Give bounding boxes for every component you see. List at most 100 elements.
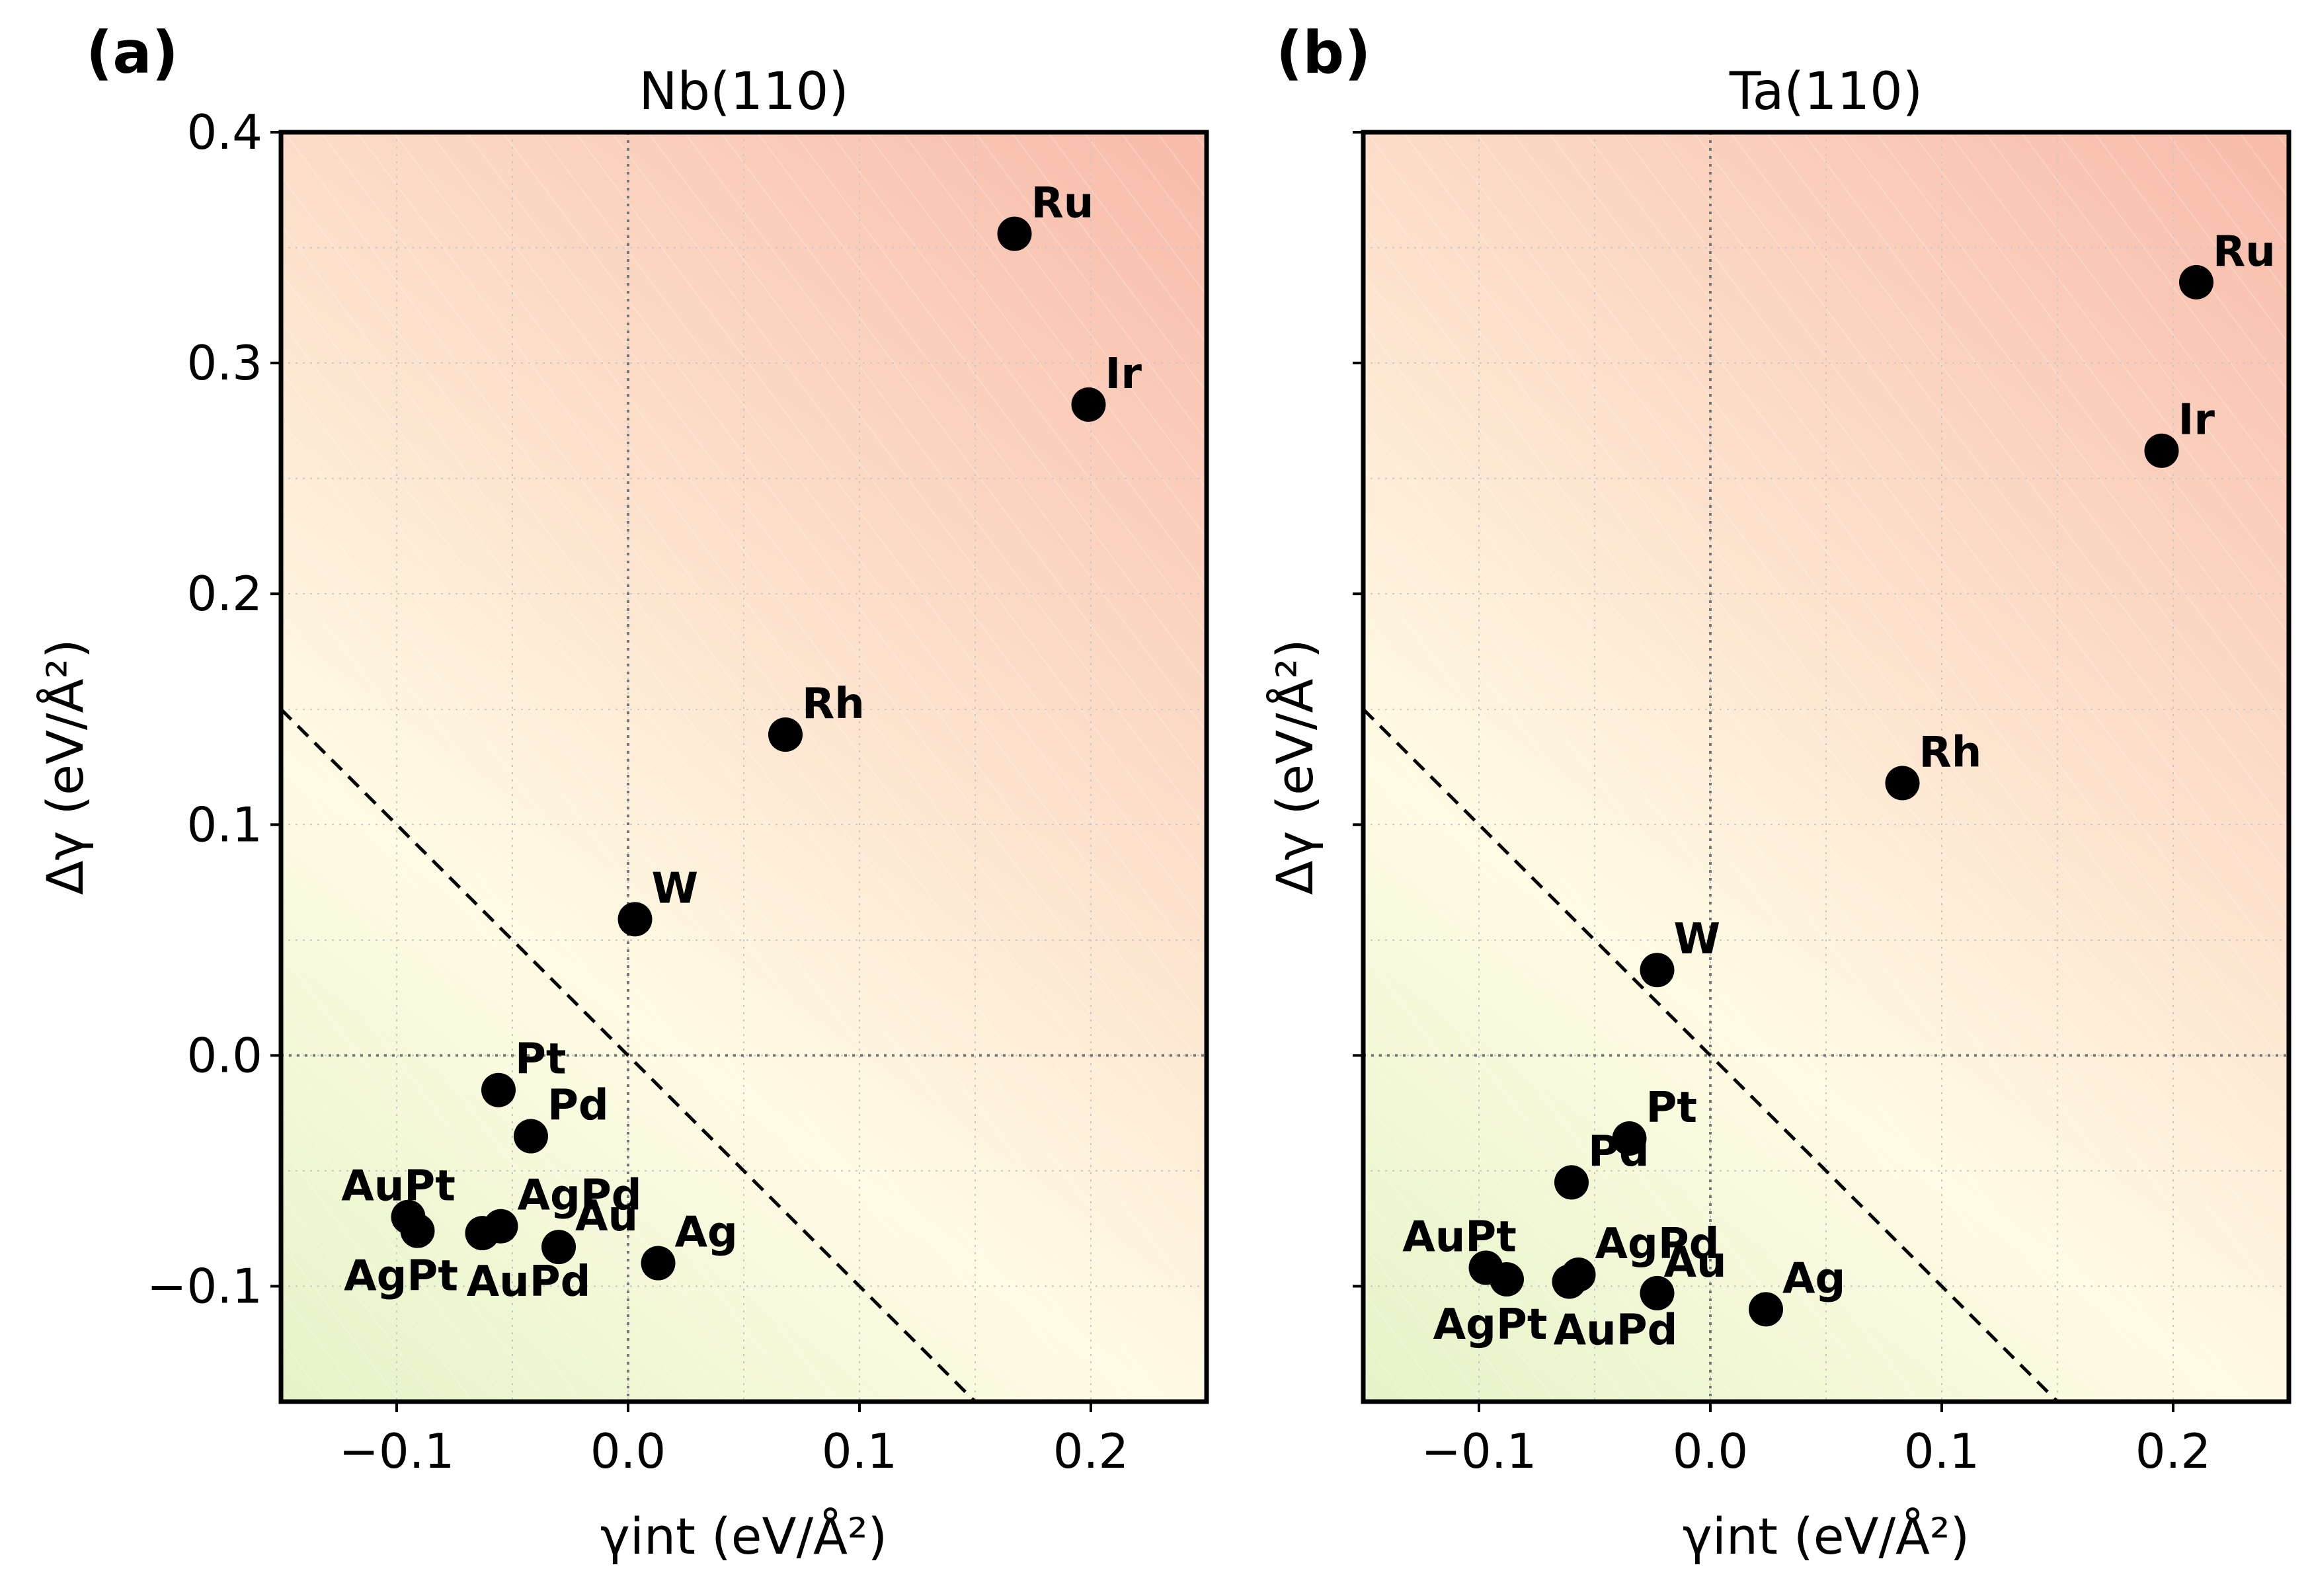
point-label-ag: Ag [1782, 1254, 1845, 1303]
y-tick-label: 0.4 [186, 104, 262, 160]
point-label-aupd: AuPd [467, 1257, 591, 1306]
hatch-line [1948, 132, 2289, 588]
hatch-line [281, 854, 692, 1402]
x-tick-label: 0.2 [1053, 1423, 1129, 1479]
data-point-w [1640, 953, 1675, 988]
point-label-ru: Ru [2213, 227, 2276, 276]
hatch-line [356, 132, 1207, 1266]
hatch-line [1911, 132, 2289, 636]
hatch-line [1363, 1096, 1592, 1402]
hatch-line [1402, 132, 2289, 1315]
hatch-line [575, 132, 1207, 975]
hatch-line [281, 999, 582, 1402]
point-label-rh: Rh [1919, 728, 1982, 777]
hatch-line [902, 132, 1207, 539]
x-tick-label: 0.0 [1673, 1423, 1749, 1479]
hatch-line [2020, 132, 2289, 491]
hatch-line [1363, 514, 2028, 1402]
point-label-au: Au [1664, 1238, 1727, 1287]
y-tick-label: 0.0 [186, 1027, 262, 1083]
point-label-ag: Ag [675, 1209, 738, 1257]
hatch-line [281, 563, 910, 1402]
hatch-line [938, 132, 1207, 491]
data-point-pd [1554, 1165, 1589, 1200]
hatch-line [1363, 951, 1701, 1402]
hatch-line [281, 660, 837, 1402]
hatch-line [281, 369, 1055, 1402]
hatch-line [281, 951, 619, 1402]
point-label-au: Au [575, 1192, 638, 1241]
hatch-line [320, 132, 1207, 1315]
point-label-w: W [652, 864, 699, 913]
hatch-line [1475, 132, 2289, 1218]
panel-a-xlabel: γint (eV/Å²) [600, 1507, 887, 1566]
hatch-line [1363, 999, 1665, 1402]
data-point-au [1640, 1275, 1675, 1310]
point-label-pt: Pt [515, 1035, 567, 1084]
hatch-line [1363, 805, 1810, 1402]
hatch-line [1875, 132, 2289, 685]
panel-b-title: Ta(110) [1729, 62, 1923, 122]
x-tick-label: 0.0 [590, 1423, 666, 1479]
hatch-line [502, 132, 1207, 1072]
x-tick-label: −0.1 [339, 1423, 455, 1479]
x-tick-label: −0.1 [1421, 1423, 1537, 1479]
hatch-line [1363, 272, 2210, 1402]
panel-a-letter: (a) [86, 19, 179, 87]
point-label-ir: Ir [1105, 350, 1142, 399]
data-point-rh [768, 717, 803, 752]
y-tick-label: 0.2 [186, 566, 262, 621]
data-point-pd [514, 1119, 548, 1154]
hatch-line [281, 902, 655, 1402]
data-point-rh [1885, 766, 1920, 801]
point-label-aupt: AuPt [1402, 1213, 1517, 1262]
hatch-line [281, 272, 1128, 1402]
hatch-line [393, 132, 1207, 1218]
point-label-aupt: AuPt [341, 1162, 456, 1211]
panel-a-ylabel: Δγ (eV/Å²) [36, 639, 95, 895]
hatch-line [1693, 132, 2289, 927]
hatch-line [2093, 132, 2289, 394]
hatch-line [1584, 132, 2289, 1072]
reference-line [1363, 707, 2059, 1402]
data-point-w [617, 902, 653, 937]
hatch-line [2057, 132, 2289, 442]
hatch-line [720, 132, 1207, 781]
hatch-line [1439, 132, 2289, 1267]
hatch-line [281, 1144, 473, 1402]
panel-a-title: Nb(110) [639, 62, 849, 122]
point-label-pd: Pd [547, 1082, 609, 1131]
hatch-line [281, 321, 1092, 1402]
point-label-pt: Pt [1646, 1084, 1698, 1133]
hatch-line [829, 132, 1207, 636]
hatch-line [611, 132, 1207, 927]
hatch-line [1363, 175, 2283, 1402]
point-label-agpt: AgPt [344, 1252, 458, 1301]
hatch-line [465, 132, 1207, 1121]
data-point-agpd [1561, 1257, 1596, 1292]
data-point-agpt [400, 1213, 435, 1248]
hatch-line [281, 805, 728, 1402]
data-point-ru [2179, 264, 2213, 299]
hatch-line [1657, 132, 2289, 976]
data-point-pt [1612, 1121, 1647, 1156]
hatch-line [1839, 132, 2289, 733]
reference-line [281, 707, 976, 1402]
y-tick-label: 0.3 [186, 335, 262, 391]
hatch-line [1730, 132, 2289, 879]
hatch-line [1802, 132, 2289, 781]
data-point-agpd [483, 1209, 518, 1244]
hatch-line [1984, 132, 2289, 539]
x-tick-label: 0.1 [1904, 1423, 1980, 1479]
hatch-line [281, 708, 801, 1402]
point-label-agpt: AgPt [1433, 1300, 1548, 1349]
hatch-line [281, 1096, 510, 1402]
hatch-line [1363, 563, 1992, 1402]
point-label-rh: Rh [802, 680, 865, 729]
hatch-line [281, 1048, 546, 1402]
point-label-agpd: AgPd [1595, 1220, 1720, 1269]
